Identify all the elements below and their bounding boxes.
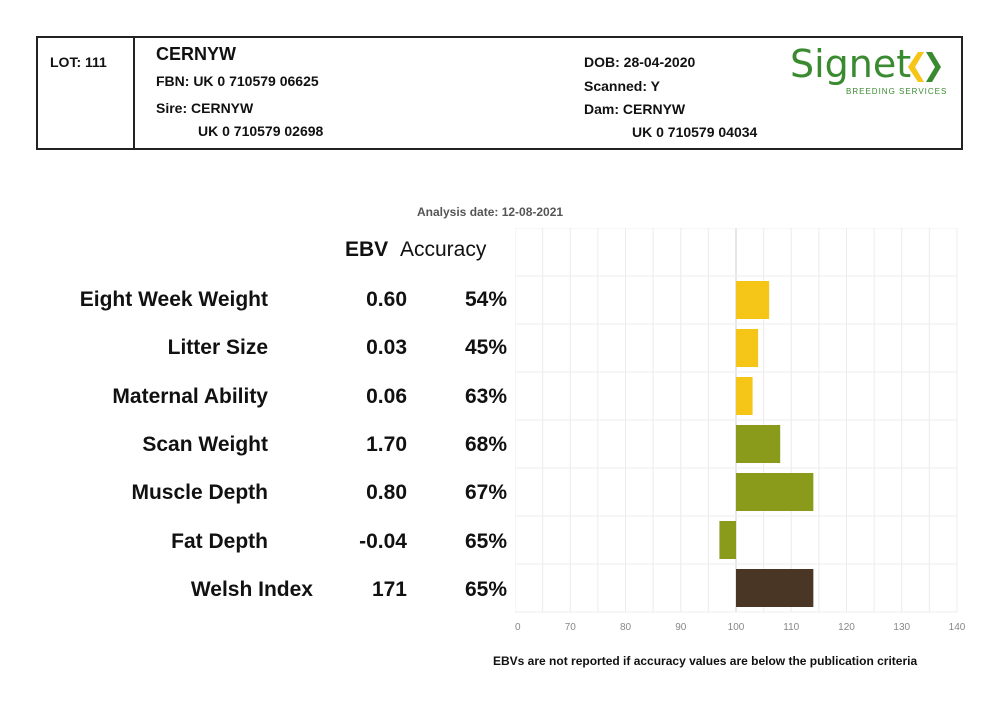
sire-name: Sire: CERNYW bbox=[156, 100, 254, 116]
ebv-value: 0.06 bbox=[366, 384, 407, 408]
logo-chevron-icon bbox=[908, 52, 941, 82]
trait-label: Fat Depth bbox=[171, 529, 268, 553]
dam-name: Dam: CERNYW bbox=[584, 101, 686, 117]
signet-logo: Signet BREEDING SERVICES bbox=[790, 42, 950, 98]
ebv-value: 171 bbox=[371, 577, 407, 601]
lot-number: LOT: 111 bbox=[50, 54, 107, 70]
flock-book-number: FBN: UK 0 710579 06625 bbox=[156, 73, 319, 89]
x-tick-label: 140 bbox=[949, 622, 965, 633]
footnote: EBVs are not reported if accuracy values… bbox=[493, 654, 918, 668]
bar-maternal-ability bbox=[736, 377, 753, 415]
x-tick-label: 60 bbox=[515, 622, 521, 633]
trait-label: Litter Size bbox=[167, 336, 268, 360]
x-tick-label: 120 bbox=[838, 622, 855, 633]
trait-label: Scan Weight bbox=[142, 432, 268, 456]
trait-label: Muscle Depth bbox=[131, 481, 268, 505]
x-tick-label: 130 bbox=[893, 622, 910, 633]
logo-subtitle: BREEDING SERVICES bbox=[846, 87, 948, 96]
ebv-value: 1.70 bbox=[366, 432, 407, 456]
accuracy-value: 45% bbox=[464, 336, 507, 360]
trait-label: Maternal Ability bbox=[112, 384, 268, 408]
trait-label: Eight Week Weight bbox=[79, 288, 268, 311]
header-divider bbox=[133, 38, 135, 148]
ebv-value: 0.60 bbox=[366, 288, 407, 311]
x-tick-label: 70 bbox=[565, 622, 577, 633]
accuracy-value: 65% bbox=[464, 577, 507, 601]
logo-wordmark: Signet bbox=[790, 42, 912, 86]
x-tick-label: 100 bbox=[728, 622, 745, 633]
ebv-bar-chart: 60 70 80 90 100 110 120 130 140 bbox=[515, 228, 965, 633]
accuracy-column-header: Accuracy bbox=[400, 238, 487, 261]
analysis-date: Analysis date: 12-08-2021 bbox=[417, 205, 564, 219]
sire-id: UK 0 710579 02698 bbox=[198, 123, 324, 139]
trait-label: Welsh Index bbox=[190, 577, 313, 601]
bar-welsh-index bbox=[736, 569, 814, 607]
bar-muscle-depth bbox=[736, 473, 814, 511]
bar-litter-size bbox=[736, 329, 759, 367]
accuracy-value: 67% bbox=[464, 481, 507, 505]
accuracy-value: 68% bbox=[464, 432, 507, 456]
x-tick-label: 80 bbox=[620, 622, 632, 633]
logo-chevron-right bbox=[926, 52, 941, 82]
x-tick-label: 110 bbox=[783, 622, 799, 633]
accuracy-value: 63% bbox=[464, 384, 507, 408]
ebv-value: 0.03 bbox=[366, 336, 407, 360]
date-of-birth: DOB: 28-04-2020 bbox=[584, 54, 696, 70]
ebv-value: -0.04 bbox=[359, 529, 407, 553]
logo-chevron-left bbox=[908, 52, 924, 82]
bar-fat-depth bbox=[719, 521, 736, 559]
bar-scan-weight bbox=[736, 425, 781, 463]
ebv-column-header: EBV bbox=[345, 238, 389, 261]
ebv-value: 0.80 bbox=[366, 481, 407, 505]
x-tick-label: 90 bbox=[675, 622, 687, 633]
animal-name: CERNYW bbox=[156, 44, 236, 64]
accuracy-value: 65% bbox=[464, 529, 507, 553]
bar-eight-week-weight bbox=[736, 281, 770, 319]
animal-header: LOT: 111 CERNYW FBN: UK 0 710579 06625 S… bbox=[36, 36, 963, 150]
scanned-status: Scanned: Y bbox=[584, 78, 660, 94]
dam-id: UK 0 710579 04034 bbox=[632, 124, 758, 140]
accuracy-value: 54% bbox=[464, 288, 507, 311]
